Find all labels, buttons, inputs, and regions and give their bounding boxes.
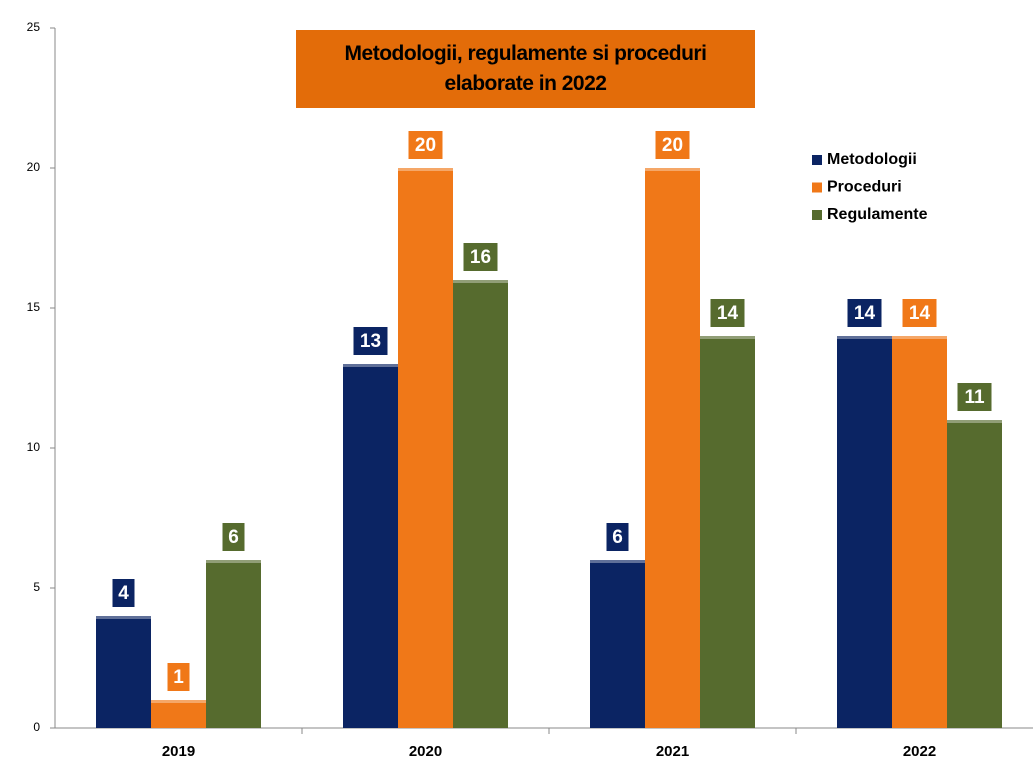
bar <box>892 336 947 728</box>
data-label-box <box>606 523 629 551</box>
data-label: 6 <box>228 527 239 548</box>
bar <box>453 280 508 728</box>
bar-highlight <box>398 168 453 171</box>
data-label: 1 <box>173 667 184 688</box>
bar <box>590 560 645 728</box>
bar-highlight <box>645 168 700 171</box>
bar <box>206 560 261 728</box>
x-tick-label: 2022 <box>903 743 936 760</box>
bar <box>343 364 398 728</box>
data-label-box <box>408 131 443 159</box>
bar-highlight <box>837 336 892 339</box>
bar <box>645 168 700 728</box>
x-tick-label: 2020 <box>409 743 442 760</box>
bar-highlight <box>700 336 755 339</box>
bar-highlight <box>206 560 261 563</box>
legend-label: Proceduri <box>827 179 902 196</box>
y-tick-label: 5 <box>33 580 40 594</box>
bar <box>837 336 892 728</box>
legend-label: Metodologii <box>827 151 917 168</box>
legend-swatch <box>812 182 822 193</box>
data-label: 14 <box>717 303 739 324</box>
y-tick-label: 15 <box>27 300 41 314</box>
data-label-box <box>112 579 135 607</box>
bar-highlight <box>947 420 1002 423</box>
legend-swatch <box>812 210 822 220</box>
data-label-box <box>167 663 190 691</box>
bar-highlight <box>590 560 645 563</box>
data-label-box <box>353 327 388 355</box>
data-label: 20 <box>415 135 436 156</box>
x-tick-label: 2019 <box>162 743 195 760</box>
data-label: 13 <box>360 331 381 352</box>
bar <box>96 616 151 728</box>
data-label-box <box>655 131 690 159</box>
data-label-box <box>847 299 882 327</box>
data-label-box <box>222 523 245 551</box>
y-tick-label: 25 <box>27 20 41 34</box>
bar <box>947 420 1002 728</box>
data-label-box <box>902 299 937 327</box>
data-label: 4 <box>118 583 129 604</box>
bar-highlight <box>96 616 151 619</box>
data-label: 20 <box>662 135 683 156</box>
legend-swatch <box>812 155 822 165</box>
y-tick-label: 0 <box>33 720 40 734</box>
data-label-box <box>710 299 745 327</box>
bar-highlight <box>151 700 206 703</box>
data-label: 14 <box>909 303 931 324</box>
bar <box>151 700 206 728</box>
data-label: 16 <box>470 247 491 268</box>
data-label-box <box>957 383 992 411</box>
legend-label: Regulamente <box>827 206 928 223</box>
y-tick-label: 10 <box>27 440 41 454</box>
bar-highlight <box>892 336 947 339</box>
data-label: 11 <box>964 387 985 408</box>
bar <box>700 336 755 728</box>
bar <box>398 168 453 728</box>
data-label: 14 <box>854 303 876 324</box>
y-tick-label: 20 <box>27 160 41 174</box>
chart-title: Metodologii, regulamente si proceduri el… <box>296 30 755 108</box>
bar-highlight <box>343 364 398 367</box>
bar-highlight <box>453 280 508 283</box>
x-tick-label: 2021 <box>656 743 689 760</box>
data-label: 6 <box>612 527 623 548</box>
data-label-box <box>463 243 498 271</box>
